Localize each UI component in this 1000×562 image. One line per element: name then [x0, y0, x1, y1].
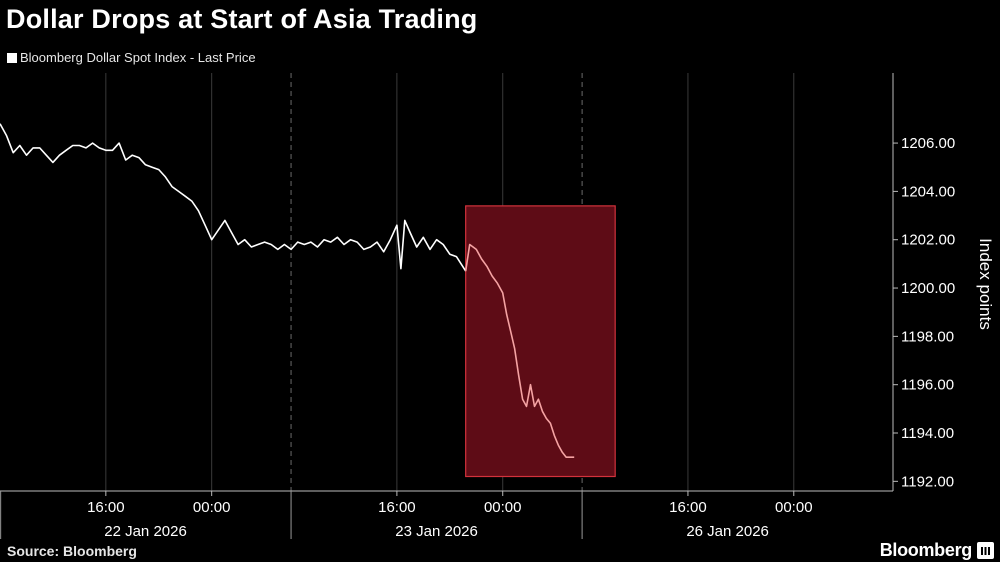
y-tick-label: 1192.00: [901, 473, 954, 490]
x-tick-label: 16:00: [378, 499, 416, 516]
y-tick-label: 1198.00: [901, 328, 954, 345]
x-date-label: 26 Jan 2026: [686, 523, 769, 540]
y-tick-label: 1206.00: [901, 135, 955, 152]
y-tick-label: 1194.00: [901, 425, 954, 442]
series-line: [0, 123, 467, 272]
line-chart: 1192.00 1194.00 1196.00 1198.00 1200.00 1202.…: [0, 73, 995, 540]
y-tick-label: 1204.00: [901, 183, 955, 200]
y-axis-label: Index points: [976, 238, 995, 330]
legend-swatch-icon: [7, 52, 17, 63]
y-tick-label: 1202.00: [901, 232, 955, 249]
brand-logo: Bloomberg: [879, 540, 973, 560]
axes-layer: [0, 73, 898, 539]
chart-title: Dollar Drops at Start of Asia Trading: [6, 4, 478, 34]
y-tick-labels: 1192.00 1194.00 1196.00 1198.00 1200.00 1202.…: [901, 135, 955, 490]
highlight-region: [465, 205, 616, 478]
x-date-label: 23 Jan 2026: [395, 523, 478, 540]
x-tick-label: 00:00: [484, 499, 522, 516]
y-tick-label: 1196.00: [901, 377, 954, 394]
x-tick-label: 00:00: [775, 499, 813, 516]
x-tick-labels: 16:00 00:00 16:00 00:00 16:00 00:00 22 Jan 202…: [87, 499, 812, 540]
source-note: Source: Bloomberg: [7, 543, 137, 559]
highlight-layer: [465, 205, 616, 478]
x-gridlines: [105, 73, 795, 491]
x-date-label: 22 Jan 2026: [104, 523, 187, 540]
highlighted-series-line: [464, 243, 575, 459]
legend-label: Bloomberg Dollar Spot Index - Last Price: [20, 50, 256, 65]
bloomberg-logo-icon: [977, 542, 994, 559]
x-tick-label: 16:00: [87, 499, 125, 516]
x-tick-label: 16:00: [669, 499, 707, 516]
y-tick-label: 1200.00: [901, 280, 955, 297]
series-layer: [0, 123, 575, 459]
legend: Bloomberg Dollar Spot Index - Last Price: [7, 50, 256, 65]
x-tick-label: 00:00: [193, 499, 231, 516]
